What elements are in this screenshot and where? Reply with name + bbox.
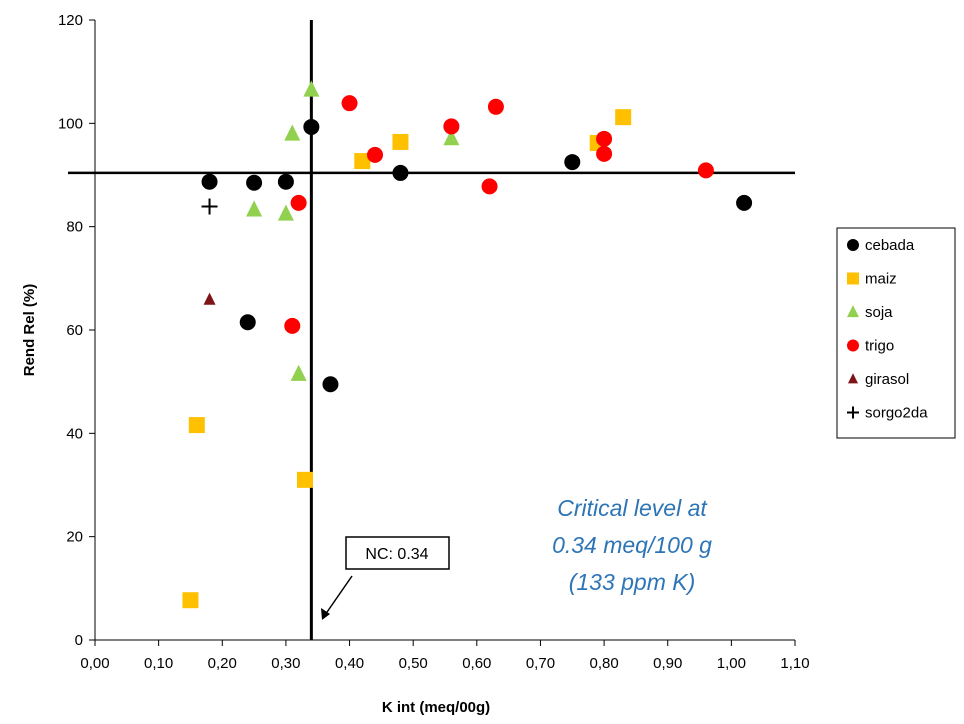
- y-tick-label: 120: [58, 12, 83, 29]
- legend-marker-trigo: [847, 339, 859, 352]
- x-axis-title: K int (meq/00g): [382, 699, 490, 716]
- nc-arrow-shaft: [324, 575, 353, 616]
- data-point-cebada: [303, 118, 320, 135]
- legend-marker-soja: [847, 305, 859, 318]
- nc-label: NC: 0.34: [365, 546, 428, 563]
- data-point-maiz: [392, 133, 409, 150]
- data-point-trigo: [697, 162, 714, 179]
- data-point-cebada: [246, 174, 263, 191]
- legend-item-maiz: maiz: [847, 271, 897, 288]
- nc-label-box: [345, 536, 450, 570]
- data-point-cebada: [201, 173, 218, 190]
- y-axis-title: Rend Rel (%): [21, 284, 38, 377]
- data-point-soja: [246, 200, 263, 217]
- data-point-trigo: [487, 98, 504, 115]
- data-point-cebada: [239, 314, 256, 331]
- data-point-trigo: [596, 145, 613, 162]
- series-soja: [246, 80, 460, 381]
- data-point-soja: [277, 204, 294, 221]
- data-point-trigo: [341, 95, 358, 112]
- nc-arrow-head: [321, 608, 330, 620]
- data-points: [182, 80, 753, 609]
- legend-label-maiz: maiz: [865, 271, 897, 288]
- nc-annotation: NC: 0.34: [321, 536, 450, 620]
- data-point-cebada: [392, 164, 409, 181]
- plot-area: 0 20 40 60 80 100 120 0,00 0,10 0,20 0,30 0,40 0,50 0…: [58, 12, 810, 672]
- legend-item-cebada: cebada: [847, 237, 915, 254]
- data-point-cebada: [322, 376, 339, 393]
- legend-item-soja: soja: [847, 304, 893, 321]
- series-maiz: [182, 109, 632, 609]
- series-girasol: [203, 292, 216, 305]
- data-point-maiz: [182, 592, 199, 609]
- series-sorgo2da: [201, 198, 218, 215]
- y-tick-label: 20: [66, 529, 83, 546]
- legend: cebada maiz soja trigo girasol sorgo2da: [836, 227, 956, 439]
- legend-marker-girasol: [848, 373, 858, 384]
- data-point-trigo: [443, 118, 460, 135]
- legend-label-sorgo2da: sorgo2da: [865, 405, 928, 422]
- x-tick-label: 1,00: [717, 655, 746, 672]
- series-cebada: [201, 118, 753, 393]
- legend-marker-sorgo2da: [847, 406, 859, 419]
- legend-box: [836, 227, 956, 439]
- series-trigo: [284, 95, 714, 334]
- legend-item-sorgo2da: sorgo2da: [847, 405, 928, 422]
- legend-label-cebada: cebada: [865, 237, 915, 254]
- data-point-soja: [290, 364, 307, 381]
- y-tick-label: 0: [75, 632, 83, 649]
- data-point-soja: [443, 129, 460, 146]
- data-point-maiz: [615, 109, 632, 126]
- x-tick-label: 0,20: [208, 655, 237, 672]
- data-point-girasol: [203, 292, 216, 305]
- x-tick-label: 0,30: [271, 655, 300, 672]
- data-point-cebada: [564, 154, 581, 171]
- data-point-maiz: [297, 471, 313, 488]
- data-point-cebada: [277, 173, 294, 190]
- legend-marker-maiz: [847, 272, 859, 285]
- x-tick-label: 0,90: [653, 655, 682, 672]
- x-tick-label: 1,10: [780, 655, 809, 672]
- x-tick-label: 0,60: [462, 655, 491, 672]
- critical-level-note: Critical level at 0.34 meq/100 g (133 pp…: [552, 495, 712, 595]
- x-tick-label: 0,50: [399, 655, 428, 672]
- y-tick-label: 80: [66, 219, 83, 236]
- data-point-trigo: [290, 194, 307, 211]
- y-tick-label: 100: [58, 115, 83, 132]
- data-point-trigo: [284, 317, 301, 334]
- data-point-soja: [303, 80, 320, 97]
- critical-note-line-1: Critical level at: [557, 495, 708, 521]
- data-point-maiz: [354, 153, 371, 170]
- x-tick-label: 0,00: [80, 655, 109, 672]
- critical-note-line-2: 0.34 meq/100 g: [552, 532, 712, 558]
- y-tick-label: 60: [66, 322, 83, 339]
- x-tick-label: 0,10: [144, 655, 173, 672]
- legend-label-soja: soja: [865, 304, 893, 321]
- data-point-trigo: [596, 130, 613, 147]
- legend-label-trigo: trigo: [865, 338, 894, 355]
- data-point-sorgo2da: [201, 198, 218, 215]
- legend-marker-cebada: [847, 239, 859, 251]
- data-point-soja: [284, 124, 301, 141]
- legend-label-girasol: girasol: [865, 371, 909, 388]
- data-point-trigo: [367, 146, 383, 163]
- data-point-cebada: [736, 194, 753, 211]
- x-tick-label: 0,80: [589, 655, 618, 672]
- data-point-trigo: [481, 178, 498, 195]
- y-tick-label: 40: [66, 425, 83, 442]
- data-point-maiz: [188, 417, 205, 434]
- x-tick-label: 0,40: [335, 655, 364, 672]
- legend-item-girasol: girasol: [848, 371, 909, 388]
- legend-item-trigo: trigo: [847, 338, 894, 355]
- critical-note-line-3: (133 ppm K): [569, 569, 696, 595]
- x-tick-label: 0,70: [526, 655, 555, 672]
